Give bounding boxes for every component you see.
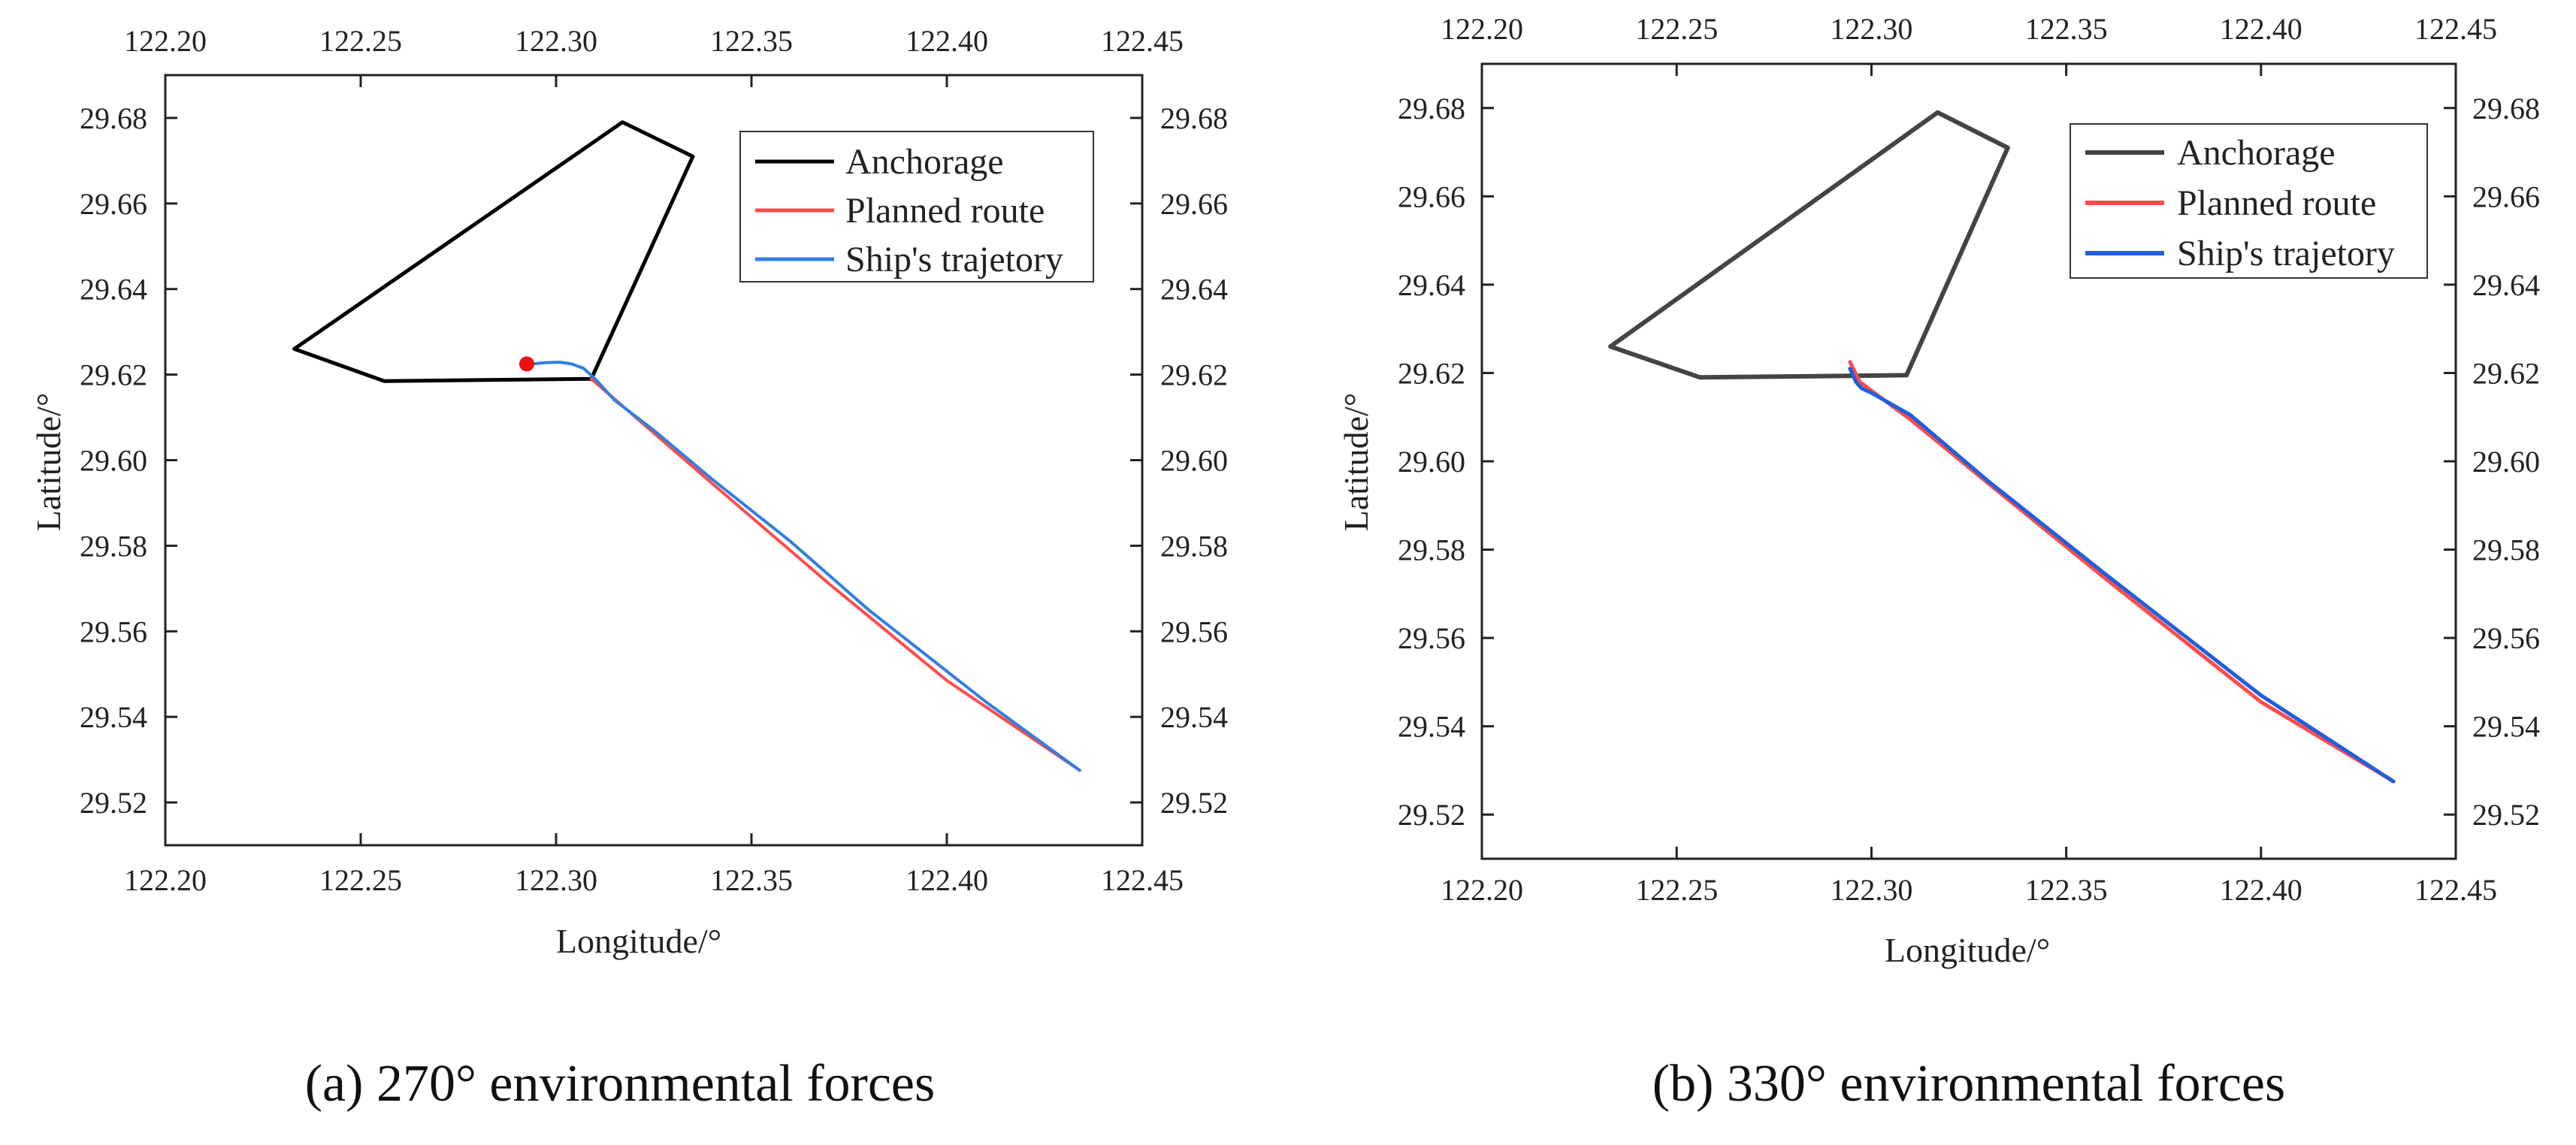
- chart-panel-b: 122.20 122.20 122.25 122.25 122.30 122.30 122.…: [1337, 12, 2540, 1113]
- x-tick-label-top: 122.45: [2414, 12, 2497, 46]
- legend-label: Anchorage: [845, 142, 1004, 182]
- y-tick-label-right: 29.52: [1160, 786, 1228, 820]
- y-tick-label: 29.68: [1398, 92, 1465, 125]
- x-tick-label: 122.45: [1101, 863, 1184, 897]
- legend-label: Ship's trajetory: [845, 240, 1063, 279]
- legend-label: Anchorage: [2177, 133, 2336, 173]
- series-anchorage: [292, 120, 695, 383]
- y-tick-label-right: 29.62: [1160, 358, 1228, 392]
- figure-caption: (b) 330° environmental forces: [1652, 1055, 2285, 1113]
- legend-label: Planned route: [845, 191, 1045, 231]
- figure-caption: (a) 270° environmental forces: [305, 1055, 936, 1113]
- x-tick-label-top: 122.40: [906, 24, 988, 58]
- x-axis-title: Longitude/°: [1885, 931, 2050, 969]
- y-tick-label-right: 29.68: [2472, 92, 2540, 125]
- start-point-marker: [519, 356, 534, 372]
- x-tick-label: 122.40: [2220, 873, 2302, 907]
- y-tick-label-right: 29.66: [1160, 187, 1228, 221]
- x-tick-label-top: 122.20: [1441, 12, 1523, 46]
- y-tick-label: 29.52: [1398, 798, 1465, 832]
- legend-label: Planned route: [2177, 183, 2376, 223]
- y-tick-label: 29.54: [1398, 710, 1465, 744]
- chart-panel-a: 122.20 122.20 122.25 122.25 122.30 122.30 122.…: [29, 24, 1228, 1113]
- y-tick-label-right: 29.62: [2472, 356, 2540, 390]
- x-tick-label-top: 122.25: [1635, 12, 1718, 46]
- y-tick-label: 29.58: [80, 529, 147, 563]
- y-tick-label-right: 29.58: [1160, 529, 1228, 563]
- y-axis-title: Latitude/°: [29, 393, 68, 531]
- y-tick-label: 29.52: [80, 786, 147, 820]
- x-tick-label-top: 122.45: [1101, 24, 1184, 58]
- y-tick-label: 29.64: [1398, 268, 1465, 302]
- series-ship-s-trajetory: [1848, 367, 2396, 784]
- x-tick-label: 122.30: [1830, 873, 1912, 907]
- x-tick-label-top: 122.35: [710, 24, 793, 58]
- y-tick-label: 29.64: [80, 273, 147, 307]
- x-tick-label-top: 122.20: [124, 24, 207, 58]
- y-tick-label-right: 29.56: [1160, 615, 1228, 648]
- y-tick-label: 29.66: [1398, 180, 1465, 213]
- y-tick-label-right: 29.56: [2472, 621, 2540, 655]
- series-planned-route: [1848, 360, 2396, 784]
- y-axis-title: Latitude/°: [1337, 393, 1375, 531]
- x-tick-label-top: 122.25: [319, 24, 402, 58]
- x-tick-label: 122.30: [515, 863, 597, 897]
- y-tick-label-right: 29.58: [2472, 533, 2540, 567]
- y-tick-label: 29.60: [80, 444, 147, 478]
- y-tick-label-right: 29.64: [2472, 268, 2540, 302]
- legend: Anchorage Planned route Ship's trajetory: [739, 131, 1094, 282]
- x-tick-label: 122.20: [1441, 873, 1523, 907]
- y-tick-label: 29.68: [80, 101, 147, 135]
- series-anchorage: [1608, 110, 2010, 380]
- y-tick-label: 29.56: [1398, 621, 1465, 655]
- series-ship-s-trajetory: [531, 361, 1081, 772]
- y-tick-label-right: 29.52: [2472, 798, 2540, 832]
- x-tick-label: 122.25: [319, 863, 402, 897]
- y-tick-label-right: 29.66: [2472, 180, 2540, 213]
- x-tick-label-top: 122.40: [2220, 12, 2302, 46]
- x-tick-label: 122.25: [1635, 873, 1718, 907]
- y-tick-label-right: 29.60: [1160, 444, 1228, 478]
- y-tick-label: 29.66: [80, 187, 147, 221]
- x-tick-label: 122.35: [710, 863, 793, 897]
- legend-box: [739, 131, 1094, 282]
- y-tick-label: 29.56: [80, 615, 147, 648]
- y-tick-label: 29.54: [80, 700, 147, 734]
- x-axis-title: Longitude/°: [556, 922, 721, 960]
- y-tick-label: 29.58: [1398, 533, 1465, 567]
- y-tick-label-right: 29.64: [1160, 273, 1228, 307]
- y-tick-label-right: 29.54: [2472, 710, 2540, 744]
- y-tick-label: 29.62: [1398, 356, 1465, 390]
- y-tick-label: 29.60: [1398, 445, 1465, 479]
- y-tick-label-right: 29.54: [1160, 700, 1228, 734]
- x-tick-label: 122.35: [2025, 873, 2108, 907]
- series-planned-route: [589, 377, 1081, 772]
- legend: Anchorage Planned route Ship's trajetory: [2070, 123, 2428, 279]
- x-tick-label-top: 122.30: [1830, 12, 1912, 46]
- x-tick-label: 122.40: [906, 863, 988, 897]
- x-tick-label-top: 122.30: [515, 24, 597, 58]
- x-tick-label-top: 122.35: [2025, 12, 2108, 46]
- x-tick-label: 122.20: [124, 863, 207, 897]
- x-tick-label: 122.45: [2414, 873, 2497, 907]
- y-tick-label-right: 29.60: [2472, 445, 2540, 479]
- legend-label: Ship's trajetory: [2177, 234, 2395, 273]
- y-tick-label-right: 29.68: [1160, 101, 1228, 135]
- y-tick-label: 29.62: [80, 358, 147, 392]
